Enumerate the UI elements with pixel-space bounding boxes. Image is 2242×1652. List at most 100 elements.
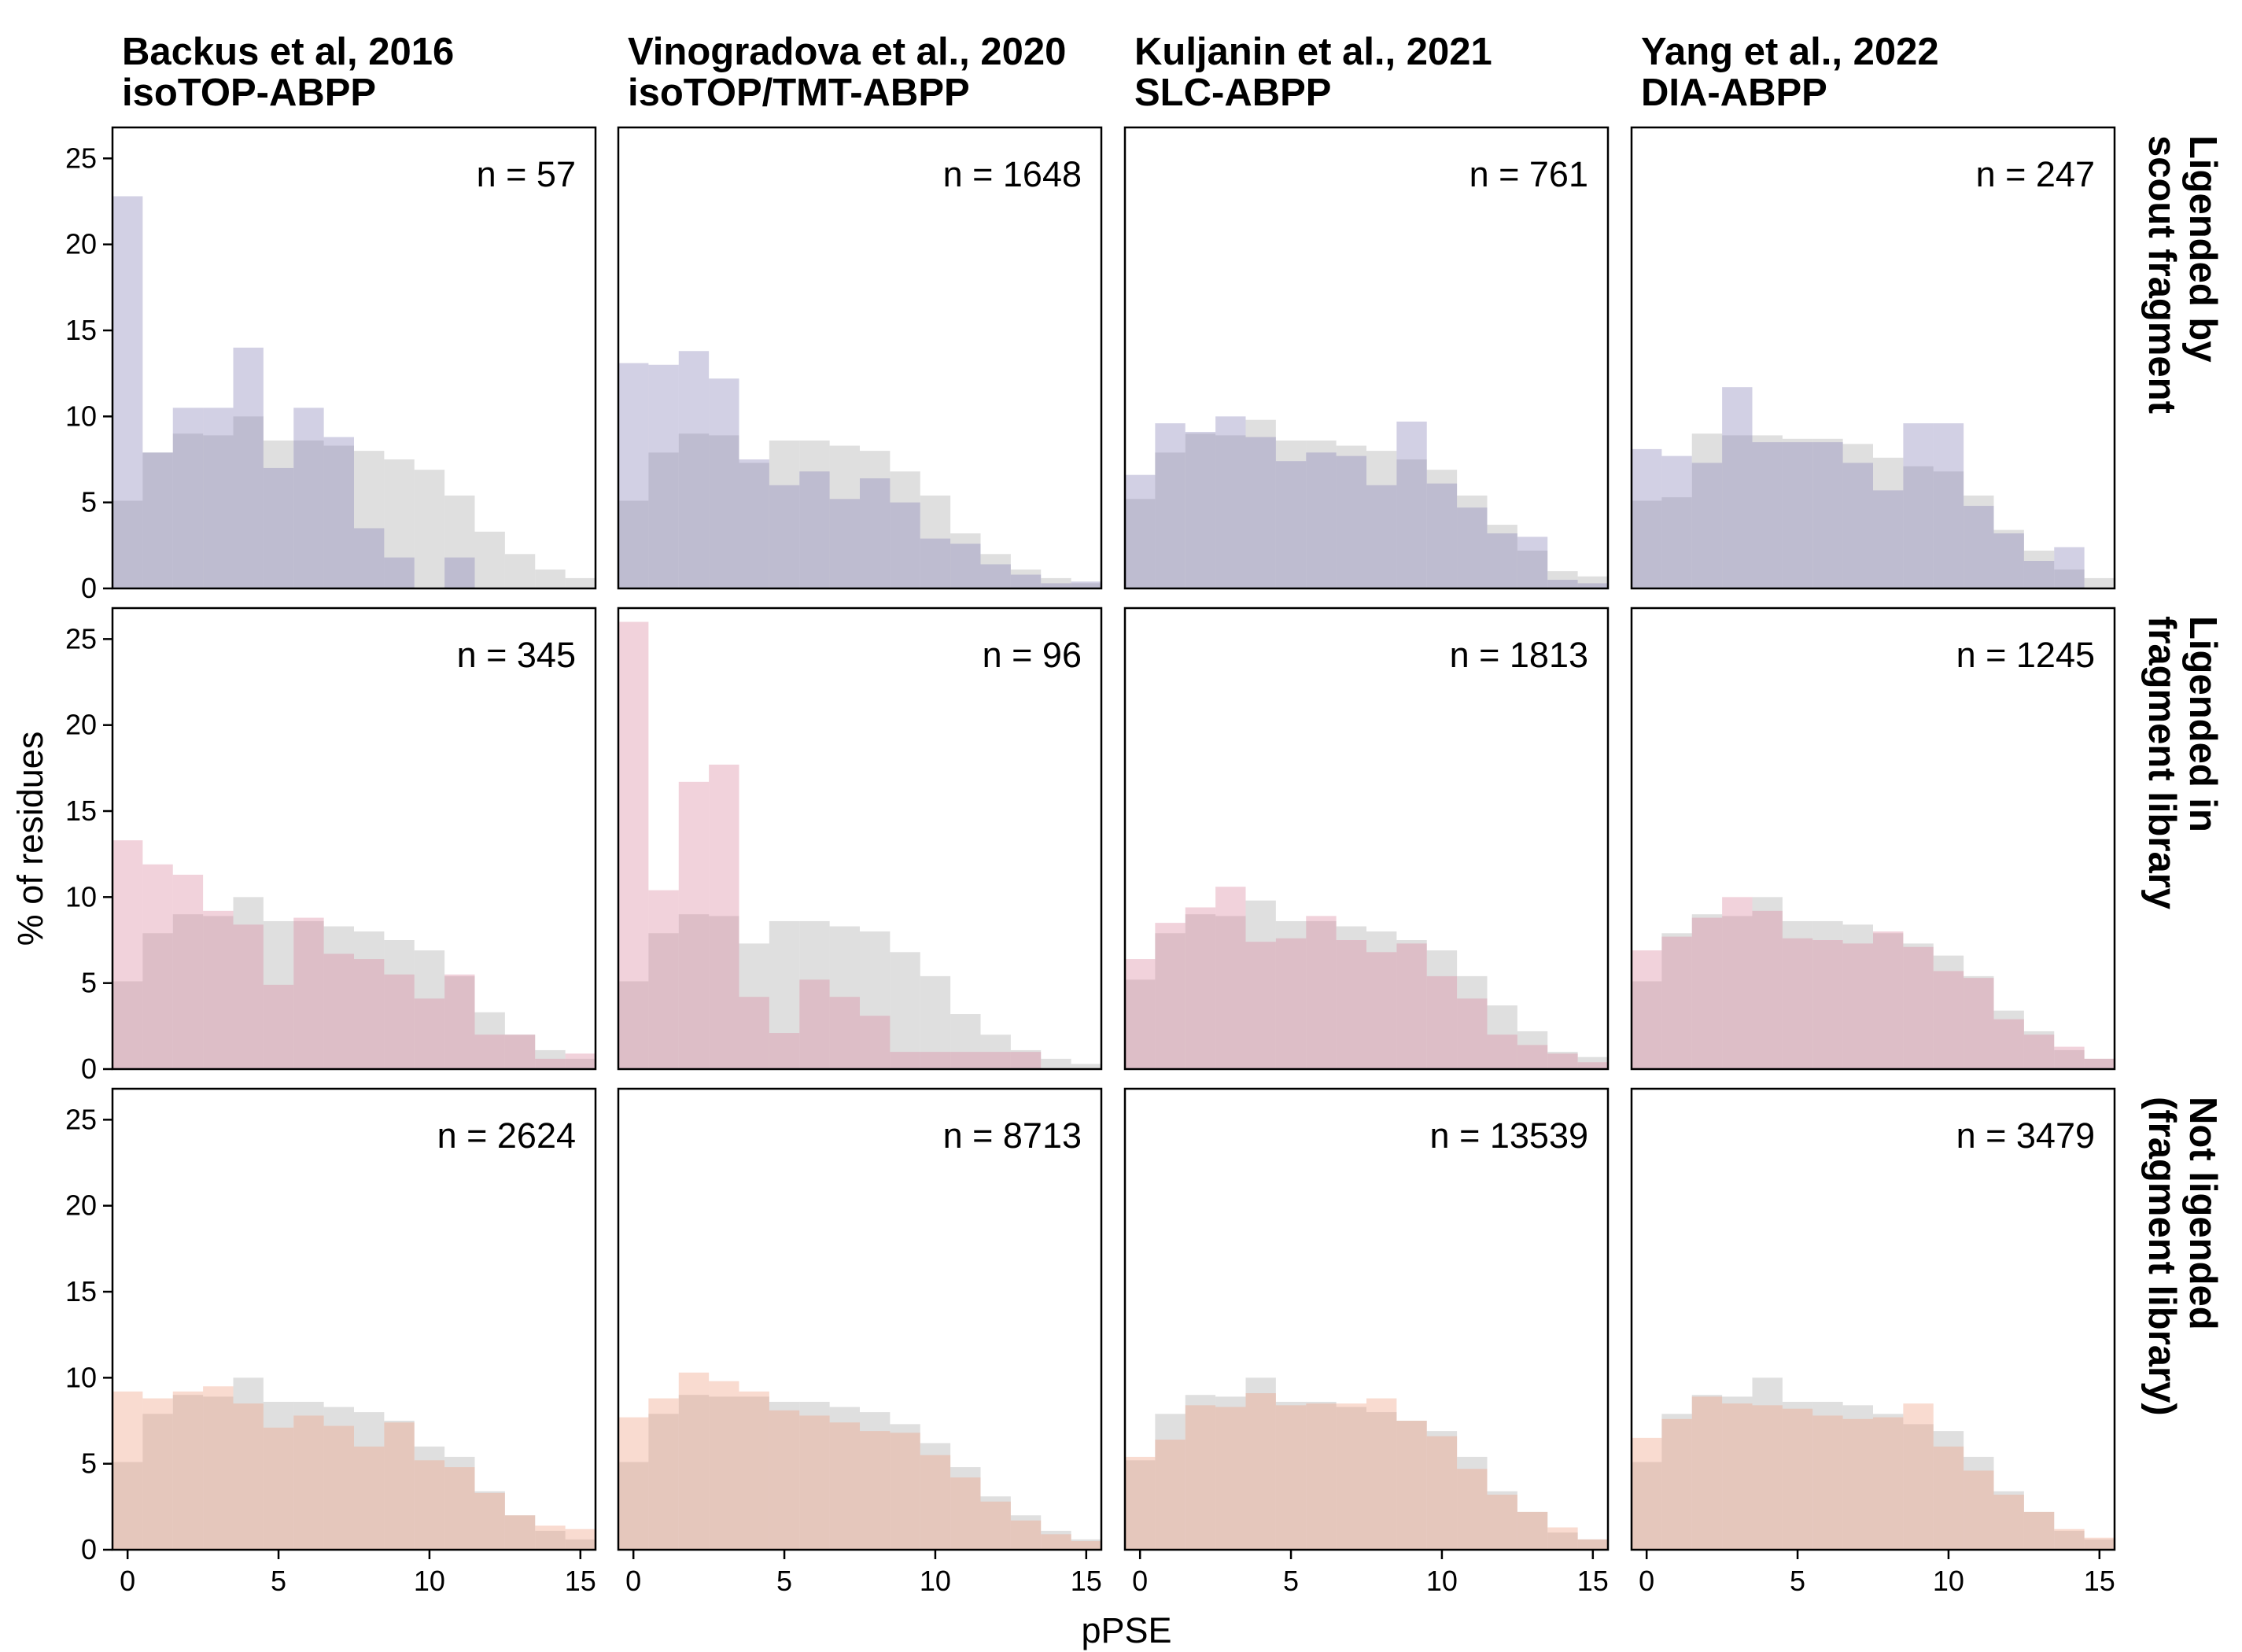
reference-bar	[1426, 950, 1458, 1069]
data-bar	[1071, 1541, 1101, 1550]
data-bar	[384, 557, 415, 588]
reference-bar	[414, 470, 445, 588]
data-bar	[1487, 533, 1517, 588]
data-bar	[980, 1052, 1011, 1069]
data-bar	[1752, 910, 1783, 1069]
data-bar	[618, 621, 649, 1069]
data-bar	[950, 1052, 981, 1069]
data-bar	[323, 953, 354, 1069]
data-bar	[1366, 485, 1397, 588]
data-bar	[739, 459, 769, 588]
data-bar	[1873, 931, 1904, 1069]
reference-bar	[1185, 1395, 1216, 1550]
reference-bar	[504, 554, 536, 588]
panel-r3-c1: n = 2624 0 5 10 15 20 25 0 5 10 15	[65, 1087, 597, 1597]
data-bar	[1155, 1440, 1186, 1550]
reference-bar	[1041, 1058, 1071, 1069]
reference-bar	[1547, 1052, 1578, 1069]
reference-bar	[444, 975, 475, 1069]
reference-bar	[565, 1539, 596, 1550]
reference-bar	[1487, 1005, 1517, 1069]
data-bar	[1577, 1062, 1608, 1069]
reference-bar	[1185, 914, 1216, 1069]
x-tick-label: 0	[1639, 1565, 1654, 1597]
reference-bar	[1812, 1401, 1843, 1550]
reference-bar	[709, 1396, 739, 1550]
data-bar	[1215, 416, 1246, 588]
data-bar	[1933, 423, 1964, 588]
x-tick-label: 15	[1577, 1565, 1609, 1597]
n-label: n = 345	[457, 635, 576, 675]
data-bar	[1691, 463, 1723, 588]
panel-frame	[111, 607, 597, 1071]
reference-bar	[1547, 1532, 1578, 1550]
column-title: Yang et al., 2022	[1641, 31, 1939, 73]
reference-bar	[1517, 1511, 1548, 1550]
reference-bar	[1125, 499, 1156, 588]
data-bar	[1577, 583, 1608, 588]
reference-bar	[829, 926, 860, 1069]
data-bar	[1517, 537, 1548, 588]
reference-bar	[1812, 920, 1843, 1069]
reference-bar	[618, 500, 649, 588]
reference-bar	[2054, 1049, 2085, 1069]
reference-bar	[1903, 943, 1934, 1069]
data-bar	[1661, 936, 1692, 1069]
data-bar	[920, 1052, 951, 1069]
reference-bar	[618, 981, 649, 1069]
data-bar	[112, 196, 143, 588]
data-bar	[1547, 1053, 1578, 1069]
data-bar	[1155, 923, 1186, 1069]
y-tick-label: 25	[65, 142, 97, 174]
row-title: Not ligended	[2181, 1097, 2224, 1330]
reference-bar	[233, 416, 264, 588]
reference-bar	[1517, 550, 1548, 588]
data-bar	[565, 1053, 596, 1069]
reference-bar	[1577, 1056, 1608, 1069]
reference-bar	[1661, 497, 1692, 588]
data-bar	[1722, 897, 1753, 1069]
panels-layer: n = 57 0 5 10 15 20 25 n = 1648 n = 761 n = 247 n …	[65, 126, 2116, 1597]
y-tick-label: 15	[65, 314, 97, 346]
data-bar	[1396, 421, 1427, 588]
reference-bar	[474, 531, 505, 588]
data-bar	[1661, 1418, 1692, 1550]
reference-bar	[1661, 933, 1692, 1069]
data-bar	[263, 467, 294, 588]
data-bar	[1933, 1446, 1964, 1550]
data-bar	[1457, 1469, 1488, 1550]
reference-bar	[444, 495, 475, 588]
reference-bar	[1366, 451, 1397, 588]
data-bar	[1873, 1417, 1904, 1550]
panel-r2-c2: n = 96	[617, 607, 1103, 1071]
panel-frame	[617, 126, 1103, 590]
data-bar	[2054, 1046, 2085, 1069]
reference-bar	[1752, 435, 1783, 588]
n-label: n = 96	[983, 635, 1082, 675]
data-bar	[1903, 423, 1934, 588]
data-bar	[2023, 1511, 2055, 1550]
y-tick-label: 10	[65, 1361, 97, 1393]
reference-bar	[1632, 981, 1662, 1069]
reference-bar	[1993, 529, 2024, 588]
reference-bar	[1215, 435, 1246, 588]
reference-bar	[1396, 940, 1427, 1069]
row-title: Ligended in	[2181, 616, 2224, 832]
reference-bar	[1964, 1456, 1994, 1550]
data-bar	[414, 1460, 445, 1550]
reference-bar	[1457, 495, 1488, 588]
data-bar	[1275, 1405, 1307, 1550]
reference-bar	[2084, 577, 2115, 588]
data-bar	[1517, 1511, 1548, 1550]
data-bar	[474, 1034, 505, 1069]
reference-bar	[1010, 1515, 1042, 1550]
x-tick-label: 10	[414, 1565, 445, 1597]
data-bar	[1842, 1418, 1873, 1550]
y-tick-label: 0	[81, 1053, 97, 1085]
column-title: isoTOP-ABPP	[122, 72, 376, 114]
data-bar	[799, 979, 830, 1069]
reference-bar	[829, 1407, 860, 1550]
reference-bar	[1155, 1414, 1186, 1550]
reference-bar	[950, 1467, 981, 1550]
data-bar	[142, 1398, 173, 1550]
